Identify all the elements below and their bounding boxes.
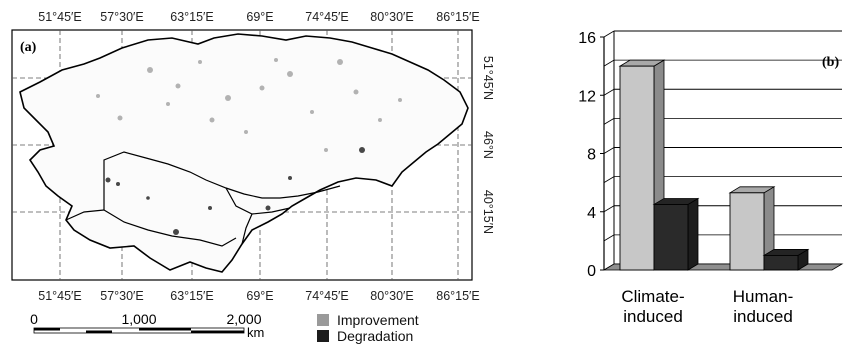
lon-label-top: 86°15′E xyxy=(436,10,480,24)
bar xyxy=(618,59,666,271)
legend-item-improvement: Improvement xyxy=(317,312,419,328)
lon-label-bottom: 74°45′E xyxy=(305,289,349,303)
map-change-pixels xyxy=(96,58,402,235)
scale-tick-1000: 1,000 xyxy=(121,311,156,327)
scale-unit: km xyxy=(247,325,264,340)
lat-labels-right: 51°45′N 46°N 40°15′N xyxy=(481,56,495,234)
grid-line-side xyxy=(603,205,615,213)
x-category-label: induced xyxy=(623,307,683,326)
lon-label-top: 69°E xyxy=(246,10,273,24)
legend-label-degradation: Degradation xyxy=(337,328,414,344)
chart-bars xyxy=(618,59,810,271)
map-legend: Improvement Degradation xyxy=(317,312,419,344)
lon-label-top: 74°45′E xyxy=(305,10,349,24)
chart-y-axis xyxy=(600,36,605,271)
grid-line-side xyxy=(603,234,615,242)
bar xyxy=(762,248,810,271)
x-category-label: induced xyxy=(733,307,793,326)
grid-line-side xyxy=(603,30,615,38)
y-tick-label: 4 xyxy=(587,205,596,222)
lon-label-bottom: 57°30′E xyxy=(100,289,144,303)
grid-line-side xyxy=(603,59,615,67)
y-tick-label: 0 xyxy=(587,263,596,280)
lon-labels-top: 51°45′E 57°30′E 63°15′E 69°E 74°45′E 80°30′E 8… xyxy=(38,10,480,24)
lon-label-bottom: 51°45′E xyxy=(38,289,82,303)
legend-item-degradation: Degradation xyxy=(317,328,419,344)
lon-label-bottom: 69°E xyxy=(246,289,273,303)
y-tick-label: 8 xyxy=(587,147,596,164)
scale-bar: 0 1,000 2,000 km xyxy=(30,311,264,340)
lon-label-top: 51°45′E xyxy=(38,10,82,24)
x-category-label: Climate- xyxy=(621,287,684,306)
scale-tick-2000: 2,000 xyxy=(226,311,261,327)
map-panel: 51°45′E 57°30′E 63°15′E 69°E 74°45′E 80°30′E 8… xyxy=(11,10,495,340)
internal-borders xyxy=(65,151,341,247)
lon-label-top: 80°30′E xyxy=(370,10,414,24)
lon-label-top: 57°30′E xyxy=(100,10,144,24)
panel-a-label: (a) xyxy=(20,40,37,55)
y-tick-label: 12 xyxy=(578,88,596,105)
scale-tick-0: 0 xyxy=(30,311,38,327)
panel-b-label: (b) xyxy=(822,55,839,70)
y-tick-label: 16 xyxy=(578,30,596,47)
x-category-label: Human- xyxy=(733,287,793,306)
lat-label: 46°N xyxy=(481,131,495,159)
lat-label: 51°45′N xyxy=(481,56,495,100)
lon-label-bottom: 86°15′E xyxy=(436,289,480,303)
lat-label: 40°15′N xyxy=(481,190,495,234)
y-tick-labels: 0 4 8 12 16 xyxy=(578,30,596,280)
bar xyxy=(652,197,700,271)
lon-labels-bottom: 51°45′E 57°30′E 63°15′E 69°E 74°45′E 80°30′E 8… xyxy=(38,289,480,303)
lon-label-top: 63°15′E xyxy=(170,10,214,24)
legend-label-improvement: Improvement xyxy=(337,312,419,328)
legend-swatch-degradation xyxy=(317,330,329,342)
grid-line-side xyxy=(603,118,615,125)
lon-label-bottom: 80°30′E xyxy=(370,289,414,303)
bar xyxy=(728,186,776,271)
grid-line-side xyxy=(603,147,615,154)
legend-swatch-improvement xyxy=(317,314,329,326)
lon-label-bottom: 63°15′E xyxy=(170,289,214,303)
grid-line-side xyxy=(603,176,615,183)
grid-line-side xyxy=(603,88,615,96)
